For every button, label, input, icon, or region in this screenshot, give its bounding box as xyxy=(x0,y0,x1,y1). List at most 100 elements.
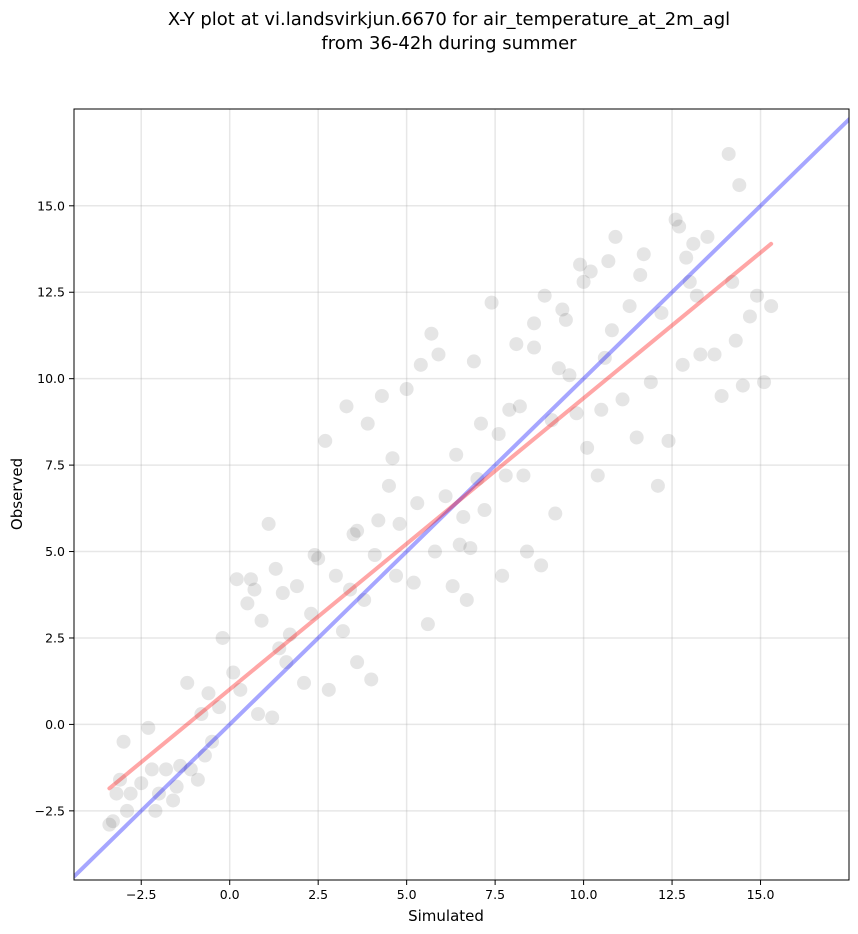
data-point xyxy=(675,357,690,372)
data-point xyxy=(636,247,651,262)
data-point xyxy=(633,267,648,282)
x-tick-label: 10.0 xyxy=(570,887,598,902)
data-point xyxy=(272,641,287,656)
data-point xyxy=(212,700,227,715)
x-tick-label: −2.5 xyxy=(126,887,156,902)
data-point xyxy=(265,710,280,725)
data-point xyxy=(725,274,740,289)
data-point xyxy=(551,361,566,376)
grid-lines xyxy=(74,109,849,880)
data-point xyxy=(583,264,598,279)
y-tick-label: 10.0 xyxy=(37,371,65,386)
data-point xyxy=(682,274,697,289)
data-point xyxy=(629,430,644,445)
data-point xyxy=(463,541,478,556)
data-point xyxy=(601,254,616,269)
data-point xyxy=(392,516,407,531)
x-tick-label: 7.5 xyxy=(485,887,505,902)
regression-fit-line xyxy=(107,241,774,791)
data-point xyxy=(445,579,460,594)
y-tick-label: 12.5 xyxy=(37,285,65,300)
data-point xyxy=(289,579,304,594)
data-point xyxy=(243,572,258,587)
data-point xyxy=(282,627,297,642)
data-point xyxy=(307,548,322,563)
data-point xyxy=(643,375,658,390)
data-point xyxy=(686,236,701,251)
data-point xyxy=(470,471,485,486)
data-point xyxy=(580,440,595,455)
data-point xyxy=(622,299,637,314)
data-point xyxy=(406,575,421,590)
data-point xyxy=(527,316,542,331)
data-point xyxy=(304,606,319,621)
data-point xyxy=(427,544,442,559)
data-point xyxy=(512,399,527,414)
data-point xyxy=(173,758,188,773)
data-point xyxy=(151,786,166,801)
data-point xyxy=(749,288,764,303)
data-point xyxy=(321,682,336,697)
data-point xyxy=(502,402,517,417)
data-point xyxy=(562,368,577,383)
data-point xyxy=(473,416,488,431)
data-point xyxy=(534,558,549,573)
data-point xyxy=(679,250,694,265)
one-to-one-line xyxy=(74,117,849,879)
data-point xyxy=(141,720,156,735)
x-tick-label: 12.5 xyxy=(658,887,686,902)
data-point xyxy=(689,288,704,303)
data-point xyxy=(367,548,382,563)
data-point xyxy=(374,388,389,403)
y-tick-label: 0.0 xyxy=(45,717,65,732)
scatter-points xyxy=(102,146,779,832)
data-point xyxy=(113,772,128,787)
data-point xyxy=(381,478,396,493)
data-point xyxy=(120,803,135,818)
data-point xyxy=(668,212,683,227)
data-point xyxy=(449,447,464,462)
data-point xyxy=(197,748,212,763)
data-point xyxy=(251,707,266,722)
data-point xyxy=(134,776,149,791)
data-point xyxy=(364,672,379,687)
data-point xyxy=(661,433,676,448)
data-point xyxy=(389,568,404,583)
data-point xyxy=(548,506,563,521)
data-point xyxy=(123,786,138,801)
data-point xyxy=(555,302,570,317)
data-point xyxy=(459,592,474,607)
data-point xyxy=(399,382,414,397)
data-point xyxy=(275,586,290,601)
data-point xyxy=(180,675,195,690)
data-point xyxy=(728,333,743,348)
data-point xyxy=(410,496,425,511)
data-point xyxy=(590,468,605,483)
y-axis-label: Observed xyxy=(8,458,26,530)
data-point xyxy=(576,274,591,289)
data-point xyxy=(573,257,588,272)
data-point xyxy=(159,762,174,777)
data-point xyxy=(413,357,428,372)
data-point xyxy=(742,309,757,324)
data-point xyxy=(527,340,542,355)
data-point xyxy=(183,762,198,777)
data-point xyxy=(654,305,669,320)
data-point xyxy=(491,426,506,441)
data-point xyxy=(456,509,471,524)
data-point xyxy=(343,582,358,597)
data-point xyxy=(233,682,248,697)
data-point xyxy=(105,814,120,829)
data-point xyxy=(693,347,708,362)
x-tick-label: 5.0 xyxy=(397,887,417,902)
y-tick-label: 2.5 xyxy=(45,630,65,645)
data-point xyxy=(261,516,276,531)
plot-frame xyxy=(73,108,850,881)
data-point xyxy=(109,786,124,801)
data-point xyxy=(371,513,386,528)
data-point xyxy=(318,433,333,448)
data-point xyxy=(569,406,584,421)
data-point xyxy=(240,596,255,611)
x-axis-label: Simulated xyxy=(408,907,484,925)
data-point xyxy=(215,630,230,645)
